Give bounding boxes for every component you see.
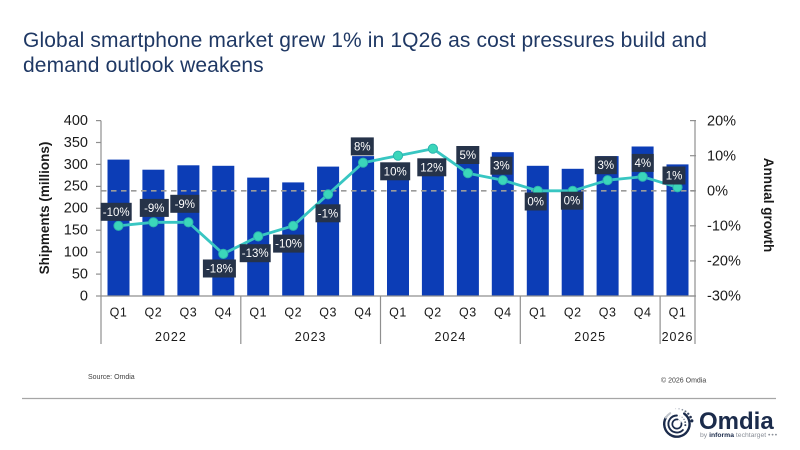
svg-text:Q4: Q4 — [354, 305, 372, 319]
svg-text:Q4: Q4 — [494, 305, 512, 319]
svg-text:-30%: -30% — [707, 289, 741, 305]
svg-text:Q3: Q3 — [459, 305, 477, 319]
svg-text:150: 150 — [64, 223, 88, 239]
svg-text:-13%: -13% — [242, 248, 269, 260]
svg-text:Q4: Q4 — [214, 305, 232, 319]
svg-text:2024: 2024 — [434, 330, 466, 344]
svg-text:Q1: Q1 — [389, 305, 407, 319]
svg-text:-10%: -10% — [707, 219, 741, 235]
svg-text:5%: 5% — [459, 150, 476, 162]
svg-text:1%: 1% — [666, 171, 683, 183]
svg-text:-9%: -9% — [144, 203, 164, 215]
svg-text:-10%: -10% — [103, 207, 130, 219]
svg-text:4%: 4% — [634, 158, 651, 170]
svg-text:-1%: -1% — [318, 208, 338, 220]
svg-text:20%: 20% — [707, 113, 736, 129]
svg-text:350: 350 — [64, 135, 88, 151]
svg-text:Q2: Q2 — [145, 305, 163, 319]
svg-text:Q1: Q1 — [249, 305, 267, 319]
svg-text:50: 50 — [72, 266, 88, 282]
svg-text:Q2: Q2 — [564, 305, 582, 319]
svg-text:0%: 0% — [564, 196, 581, 208]
svg-text:2023: 2023 — [295, 330, 327, 344]
svg-text:Q2: Q2 — [284, 305, 302, 319]
svg-text:Q1: Q1 — [669, 305, 687, 319]
svg-text:0%: 0% — [707, 184, 728, 200]
svg-text:Q3: Q3 — [180, 305, 198, 319]
svg-text:-9%: -9% — [175, 199, 195, 211]
svg-text:Q3: Q3 — [319, 305, 337, 319]
svg-text:250: 250 — [64, 179, 88, 195]
svg-text:12%: 12% — [420, 162, 443, 174]
svg-text:-10%: -10% — [275, 239, 302, 251]
svg-text:Annual growth: Annual growth — [761, 158, 776, 253]
svg-text:3%: 3% — [597, 160, 614, 172]
svg-text:3%: 3% — [493, 161, 510, 173]
svg-text:Q1: Q1 — [529, 305, 547, 319]
svg-text:Q3: Q3 — [599, 305, 617, 319]
svg-text:100: 100 — [64, 244, 88, 260]
svg-text:300: 300 — [64, 157, 88, 173]
svg-text:10%: 10% — [384, 166, 407, 178]
svg-text:© 2026 Omdia: © 2026 Omdia — [661, 377, 706, 385]
svg-text:Q2: Q2 — [424, 305, 442, 319]
svg-text:0: 0 — [80, 288, 88, 304]
svg-text:0%: 0% — [527, 197, 544, 209]
svg-text:-18%: -18% — [206, 264, 233, 276]
svg-text:2022: 2022 — [155, 330, 187, 344]
svg-text:Source: Omdia: Source: Omdia — [88, 374, 135, 381]
svg-text:2025: 2025 — [574, 330, 606, 344]
svg-text:10%: 10% — [707, 148, 736, 164]
svg-text:Shipments (millions): Shipments (millions) — [37, 142, 52, 275]
svg-text:Q4: Q4 — [634, 305, 652, 319]
svg-text:2026: 2026 — [662, 330, 694, 344]
svg-text:-20%: -20% — [707, 254, 741, 270]
svg-text:400: 400 — [64, 113, 88, 129]
svg-text:8%: 8% — [354, 141, 371, 153]
svg-text:Q1: Q1 — [110, 305, 128, 319]
svg-text:200: 200 — [64, 201, 88, 217]
